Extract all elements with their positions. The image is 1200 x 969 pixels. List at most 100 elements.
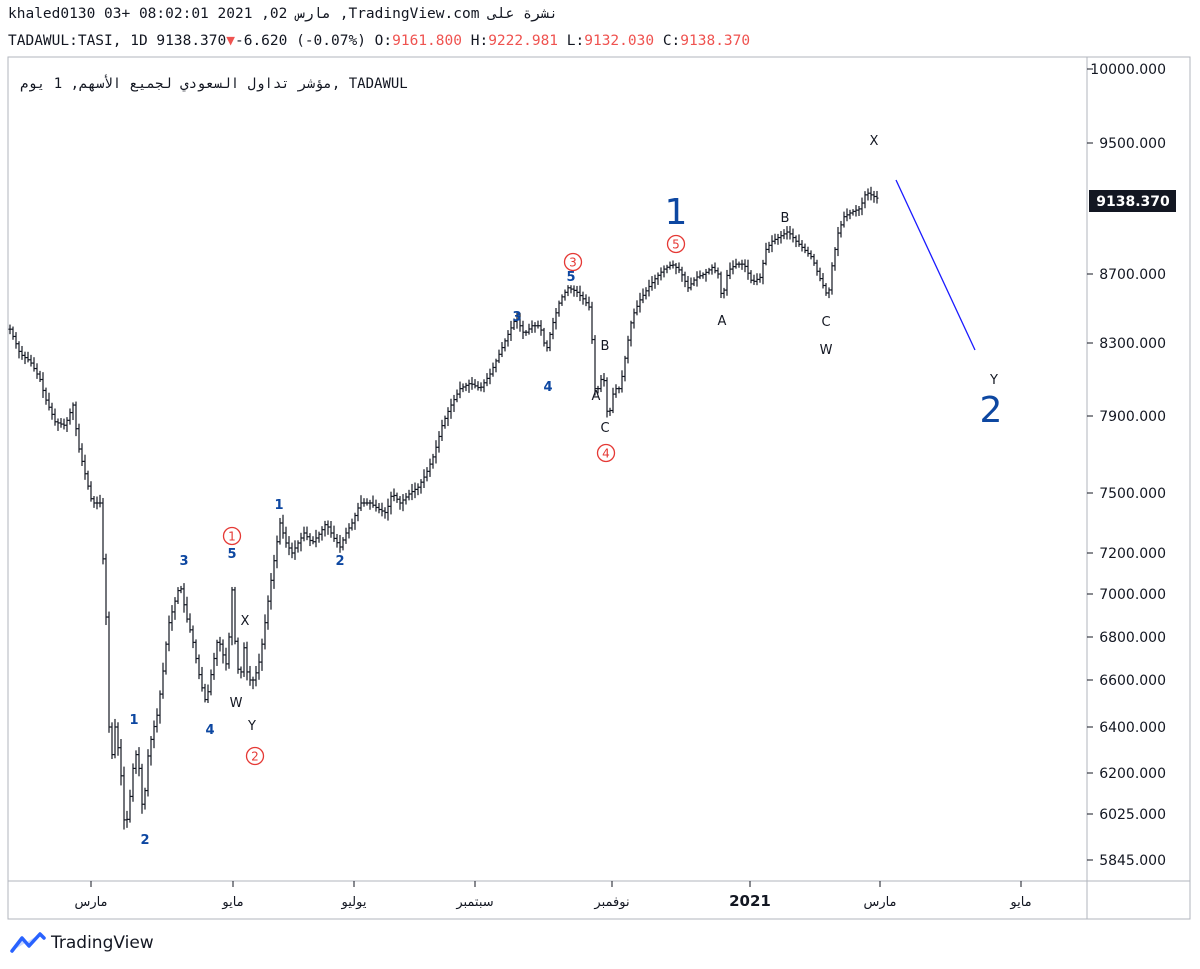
ohlc-bar (221, 639, 225, 664)
price-tick-label: 10000.000 (1090, 62, 1166, 78)
time-tick-label: مارس (863, 895, 896, 910)
ohlc-bar (692, 277, 696, 287)
ohlc-bar (707, 267, 711, 275)
ohlc-bar (440, 419, 444, 441)
change-arrow-icon: ▼ (226, 33, 235, 49)
ohlc-bar (659, 267, 663, 281)
ohlc-bar (596, 385, 600, 394)
ohlc-bar (848, 209, 852, 220)
ohlc-bar (551, 317, 555, 340)
ohlc-bar (11, 326, 15, 340)
ohlc-bar (371, 495, 375, 508)
ohlc-bar (374, 499, 378, 512)
ohlc-bar (485, 373, 489, 387)
ohlc-bar (110, 722, 114, 759)
ohlc-bar (170, 605, 174, 631)
ohlc-bar (407, 489, 411, 501)
ohlc-bar (524, 330, 528, 336)
ohlc-bar (314, 529, 318, 548)
ohlc-bar (191, 625, 195, 649)
ohlc-bar (632, 308, 636, 329)
projection-line[interactable] (895, 179, 976, 351)
ohlc-bar (266, 595, 270, 630)
wave-label: 3 (512, 310, 521, 325)
ohlc-bar (137, 747, 141, 777)
ohlc-bar (866, 188, 870, 201)
price-tick-label: 7900.000 (1099, 409, 1166, 425)
svg-text:4: 4 (602, 447, 610, 461)
ohlc-bar (752, 274, 756, 285)
ohlc-bar (188, 613, 192, 633)
price-tick-label: 6600.000 (1099, 673, 1166, 689)
time-tick-label: 2021 (729, 892, 771, 910)
ohlc-bar (497, 349, 501, 364)
ohlc-bar (323, 520, 327, 537)
time-tick-label: مايو (1009, 895, 1031, 910)
last-price-value: 9138.370 (1096, 194, 1170, 210)
ohlc-bar (746, 259, 750, 280)
ohlc-bar (437, 431, 441, 453)
ohlc-bar (53, 408, 57, 426)
ohlc-bar (569, 285, 573, 294)
ohlc-bar (413, 482, 417, 499)
symbol-label[interactable]: TADAWUL:TASI, 1D 9138.370 (8, 33, 227, 49)
ohlc-bar (332, 525, 336, 542)
ohlc-bar (59, 418, 63, 428)
ohlc-bar (449, 398, 453, 419)
ohlc-bar (530, 320, 534, 333)
ohlc-bar (95, 496, 99, 510)
ohlc-bar (284, 526, 288, 548)
ohlc-bar (830, 262, 834, 295)
ohlc-bar (236, 637, 240, 674)
ohlc-bar (602, 373, 606, 387)
time-axis[interactable]: مارس مايو يوليو سبتمبر نوفمبر 2021 مارس مايو (74, 881, 1032, 910)
ohlc-bar (509, 320, 513, 341)
ohlc-bar (29, 354, 33, 367)
ohlc-bar (335, 533, 339, 548)
ohlc-bar (512, 318, 516, 330)
ohlc-bar (578, 285, 582, 302)
price-tick-label: 9500.000 (1099, 136, 1166, 152)
ohlc-bar (617, 386, 621, 394)
ohlc-bar (224, 647, 228, 671)
ohlc-bar (662, 265, 666, 278)
ohlc-bar (776, 233, 780, 245)
ohlc-bar (71, 402, 75, 421)
ohlc-bar (545, 340, 549, 352)
ohlc-bar (386, 498, 390, 521)
header-publish-info: khaled0130 03+ 08:02:01 2021 ,02 مارس ,T… (8, 6, 558, 22)
time-tick-label: نوفمبر (593, 895, 629, 910)
ohlc-bar (98, 494, 102, 508)
ohlc-bar (572, 285, 576, 297)
last-price-badge: 9138.370 (1089, 190, 1176, 212)
ohlc-bar (620, 370, 624, 393)
ohlc-bar (56, 418, 60, 431)
ohlc-bar (35, 363, 39, 379)
ohlc-bar (506, 330, 510, 347)
tradingview-logo[interactable]: TradingView (10, 932, 154, 954)
ohlc-bar (410, 483, 414, 501)
ohlc-bar (503, 338, 507, 352)
ohlc-bar (242, 642, 246, 677)
ohlc-bar (47, 392, 51, 411)
svg-text:1: 1 (228, 530, 236, 544)
ohlc-bar (851, 209, 855, 216)
ohlc-bar (665, 264, 669, 274)
ohlc-bar (128, 789, 132, 823)
ohlc-bar (644, 287, 648, 300)
ohlc-bar (158, 690, 162, 724)
ohlc-bar (209, 669, 213, 696)
ohlc-bar (515, 312, 519, 329)
ohlc-bar (269, 573, 273, 610)
ohlc-bar (431, 453, 435, 469)
primary-wave-label: 2 (980, 390, 1003, 431)
ohlc-bar (806, 246, 810, 257)
time-tick-label: مايو (221, 895, 243, 910)
ohlc-bar (671, 260, 675, 269)
low-label: L: (566, 33, 585, 49)
price-axis[interactable]: 10000.000 9500.000 8700.000 8300.000 7900.00… (1087, 62, 1166, 869)
ohlc-bar (134, 750, 138, 774)
ohlc-bar (812, 253, 816, 266)
change-value: -6.620 (-0.07%) (234, 33, 366, 49)
